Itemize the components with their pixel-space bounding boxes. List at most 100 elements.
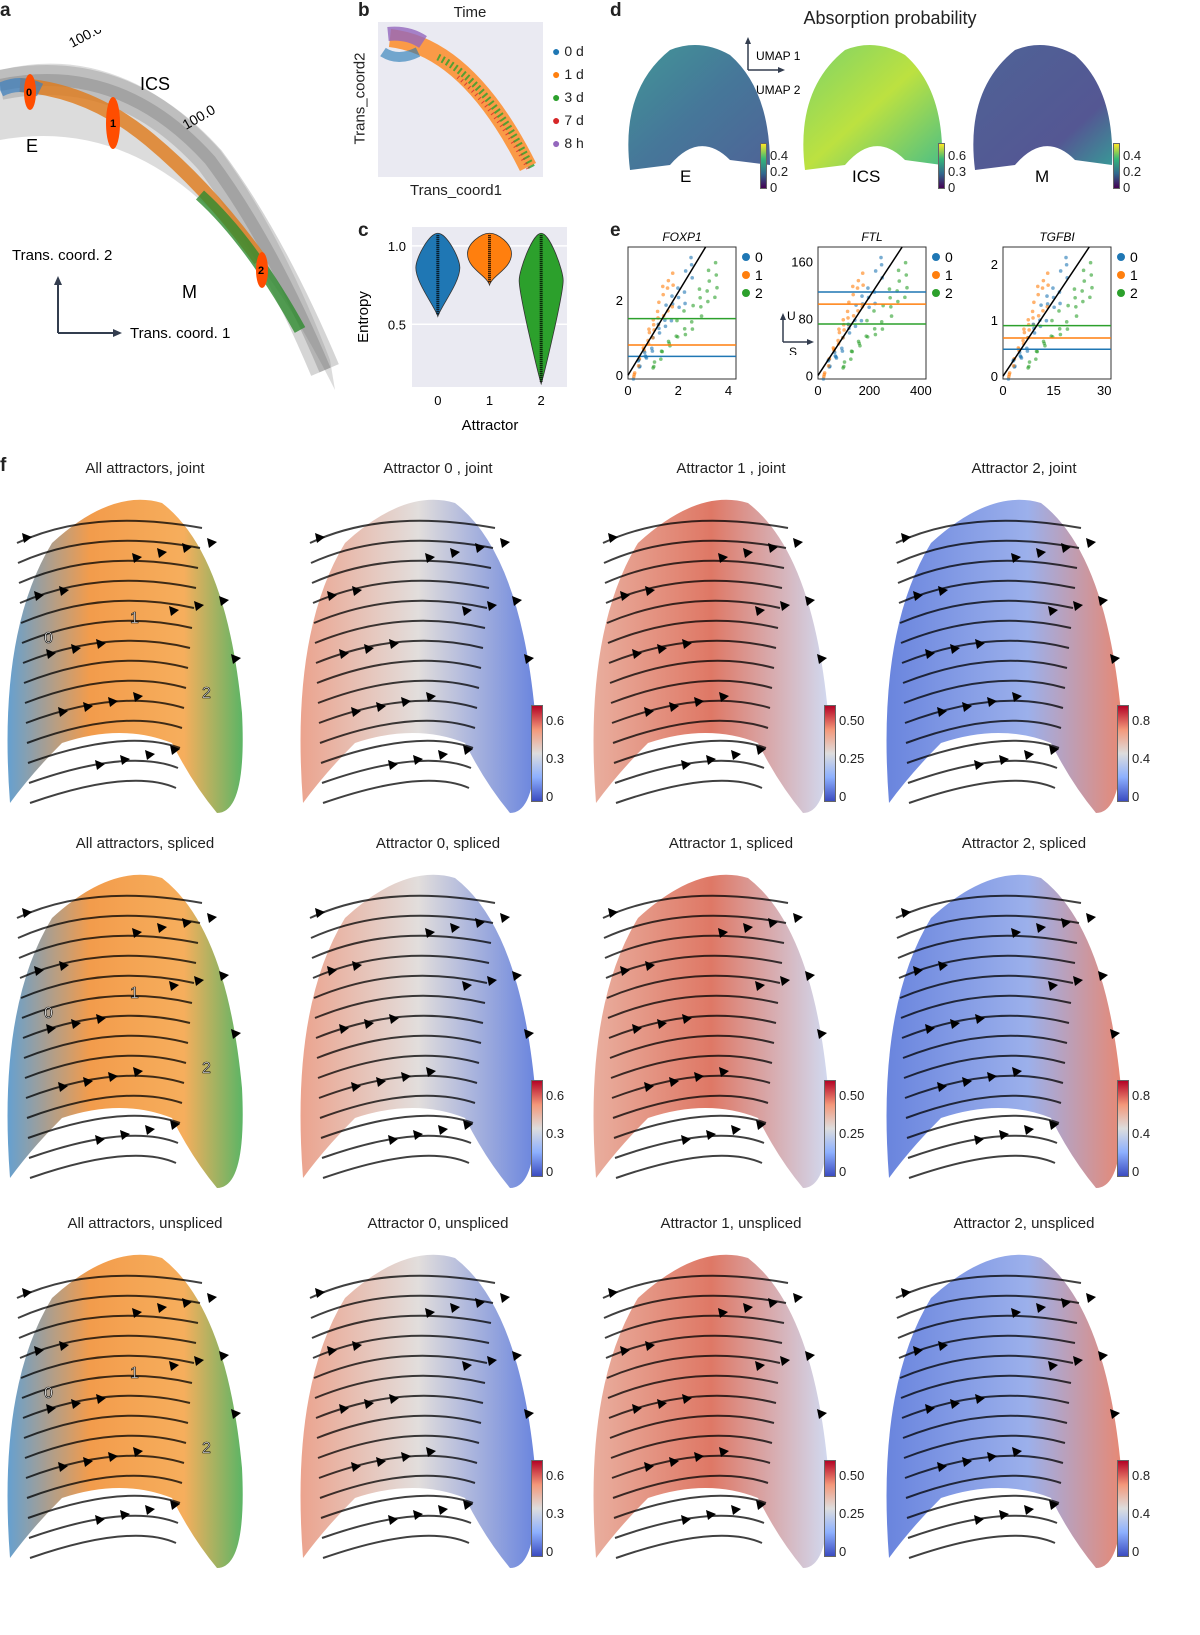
cluster-2-mark: 2 bbox=[202, 1060, 211, 1077]
scatter-point bbox=[1064, 320, 1069, 324]
scatter-point bbox=[853, 324, 858, 329]
axis-trans-coord-2: Trans. coord. 2 bbox=[12, 247, 112, 264]
scatter-point bbox=[861, 283, 865, 287]
scatter-point bbox=[903, 260, 908, 265]
panel-d-label: d bbox=[610, 0, 622, 21]
panel-f-cbar-tick-r1-c3-0: 0.8 bbox=[1132, 1088, 1151, 1103]
scatter-point bbox=[699, 304, 703, 309]
scatter-point bbox=[698, 295, 702, 300]
panel-d-cbar-m-tick-mid: 0.2 bbox=[1123, 164, 1142, 179]
scatter-point bbox=[840, 349, 845, 353]
scatter-point bbox=[664, 303, 668, 307]
attractor-0-marker bbox=[24, 74, 36, 110]
scatter-point bbox=[856, 339, 861, 344]
scatter-point bbox=[847, 300, 851, 305]
scatter-point bbox=[1022, 330, 1027, 335]
panel-d-maps: UMAP 1 UMAP 2 E ICS M bbox=[628, 37, 1113, 186]
panel-f-cbar-tick-r2-c2-1: 0.25 bbox=[839, 1506, 865, 1521]
scatter-point bbox=[822, 374, 826, 379]
panel-f-cbar-tick-r0-c2-1: 0.25 bbox=[839, 751, 865, 766]
panel-f-cbar-tick-r0-c3-0: 0.8 bbox=[1132, 713, 1151, 728]
legend-dot-0 bbox=[742, 253, 750, 261]
scatter-point bbox=[683, 332, 688, 337]
panel-f-cbar-tick-r2-c2-2: 0 bbox=[839, 1544, 847, 1559]
scatter-point bbox=[1022, 327, 1026, 332]
scatter-point bbox=[842, 360, 847, 364]
scatter-point bbox=[697, 287, 702, 291]
legend-dot-0 bbox=[1117, 253, 1125, 261]
scatter-point bbox=[714, 273, 719, 277]
scatter-point bbox=[1027, 360, 1032, 364]
legend-0d: ● 0 d bbox=[552, 43, 584, 59]
scatter-point bbox=[1082, 279, 1087, 283]
scatter-point bbox=[864, 334, 869, 338]
panel-f-stream-plot-r0-c0: 0 1 2 bbox=[7, 499, 243, 813]
scatter-point bbox=[826, 363, 831, 368]
scatter-point bbox=[689, 320, 694, 324]
legend-label-0: 0 bbox=[945, 249, 953, 265]
panel-c-xtick-0: 0 bbox=[434, 393, 441, 408]
panel-f-cbar-tick-r1-c2-0: 0.50 bbox=[839, 1088, 865, 1103]
scatter-point bbox=[850, 284, 855, 289]
scatter-xtick: 400 bbox=[910, 383, 932, 398]
panel-d-colorbar-ics bbox=[938, 143, 945, 189]
panel-f-title-r1-c2: Attractor 1, spliced bbox=[668, 835, 794, 852]
scatter-point bbox=[833, 354, 838, 358]
cluster-1-mark: 1 bbox=[130, 985, 139, 1002]
scatter-frame bbox=[1002, 246, 1112, 380]
panel-c-xtick-1: 1 bbox=[486, 393, 493, 408]
scatter-point bbox=[690, 327, 695, 331]
panel-f-colorbar-r1-c1 bbox=[531, 1080, 543, 1177]
panel-f-cbar-tick-r2-c1-2: 0 bbox=[546, 1544, 554, 1559]
scatter-point bbox=[1050, 318, 1054, 323]
scatter-point bbox=[1058, 332, 1063, 337]
scatter-point bbox=[903, 295, 907, 300]
scatter-point bbox=[677, 305, 681, 310]
panel-d-cbar-e-tick-lo: 0 bbox=[770, 180, 778, 195]
scatter-point bbox=[856, 308, 860, 313]
scatter-point bbox=[845, 309, 850, 314]
scatter-FTL: FTL 0 200 400 0 80 160 0 1 2 bbox=[791, 230, 953, 398]
scatter-point bbox=[670, 271, 675, 276]
scatter-point bbox=[666, 278, 671, 283]
scatter-point bbox=[1041, 308, 1045, 313]
scatter-FOXP1: FOXP1 0 2 4 0 2 0 1 2 bbox=[616, 230, 763, 398]
scatter-point bbox=[1073, 295, 1077, 300]
scatter-point bbox=[836, 338, 840, 343]
scatter-point bbox=[1051, 286, 1055, 290]
scatter-point bbox=[650, 349, 655, 353]
scatter-point bbox=[872, 309, 876, 313]
scatter-point bbox=[1064, 262, 1069, 267]
scatter-point bbox=[1081, 299, 1085, 304]
scatter-ytick: 0 bbox=[616, 368, 623, 383]
panel-f-colorbar-r1-c3 bbox=[1117, 1080, 1129, 1177]
panel-f-title-r0-c0: All attractors, joint bbox=[85, 460, 205, 477]
scatter-point bbox=[706, 299, 710, 304]
legend-label-1: 1 bbox=[945, 267, 953, 283]
panel-f-stream-plot-r2-c1 bbox=[300, 1254, 536, 1568]
scatter-point bbox=[705, 289, 709, 293]
panel-c-label: c bbox=[358, 220, 369, 241]
panel-c-ytick: 1.0 bbox=[388, 239, 406, 254]
cluster-1-mark: 1 bbox=[130, 610, 139, 627]
scatter-point bbox=[859, 318, 864, 323]
panel-f-stream-plot-r1-c3 bbox=[886, 874, 1122, 1188]
panel-f-cbar-tick-r1-c2-2: 0 bbox=[839, 1164, 847, 1179]
legend-label-2: 2 bbox=[945, 285, 953, 301]
cluster-1-mark: 1 bbox=[130, 1365, 139, 1382]
legend-dot-2 bbox=[1117, 289, 1125, 297]
panel-f-stream-plot-r1-c1 bbox=[300, 874, 536, 1188]
scatter-point bbox=[897, 279, 902, 283]
panel-f-cbar-tick-r0-c3-2: 0 bbox=[1132, 789, 1140, 804]
panel-a-trajectory: 100.0 100.0 ICS E M 0 1 2 Trans. coord. … bbox=[0, 30, 339, 391]
panel-f-cbar-tick-r0-c2-0: 0.50 bbox=[839, 713, 865, 728]
scatter-point bbox=[660, 284, 665, 289]
scatter-point bbox=[632, 374, 636, 379]
scatter-point bbox=[1025, 349, 1030, 353]
scatter-point bbox=[1058, 301, 1062, 306]
scatter-point bbox=[713, 295, 717, 300]
scatter-frame bbox=[627, 246, 737, 380]
scatter-point bbox=[670, 304, 675, 309]
panel-d-colorbar-e bbox=[760, 143, 767, 189]
panel-c-xlabel: Attractor bbox=[462, 417, 519, 434]
